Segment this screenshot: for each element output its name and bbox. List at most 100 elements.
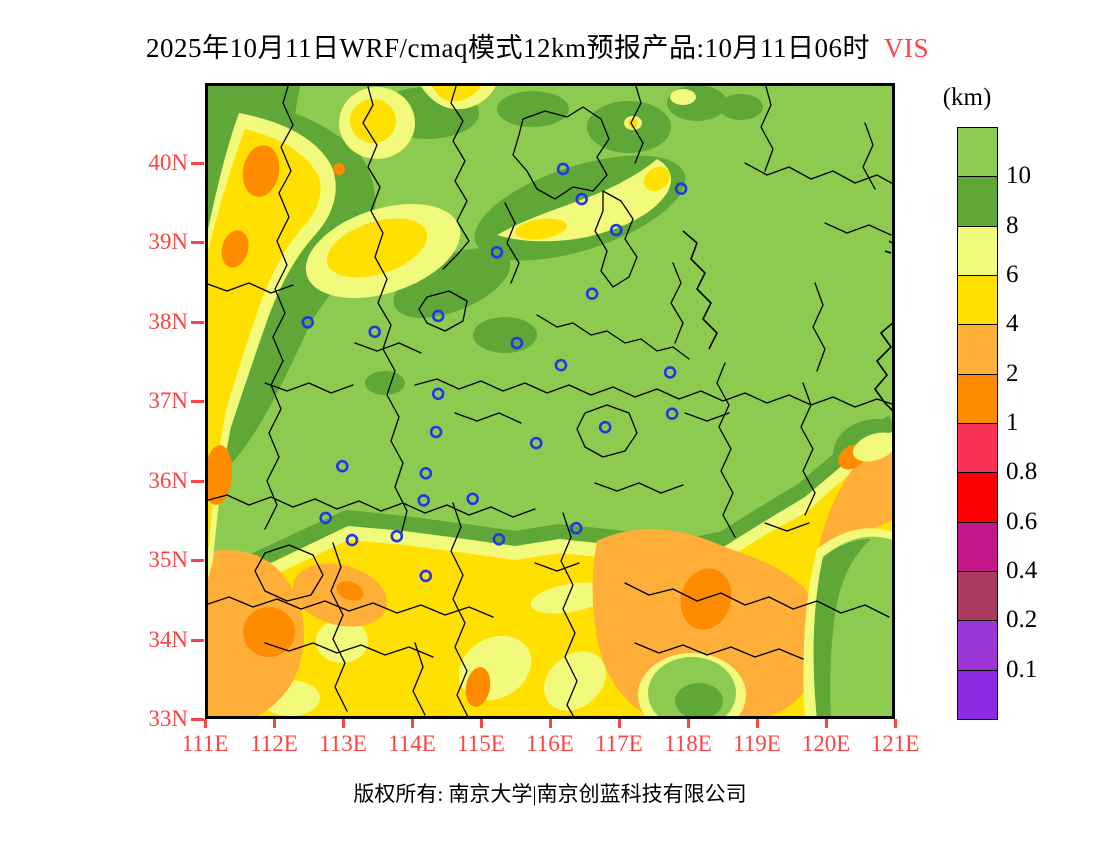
- city-marker: [575, 192, 589, 206]
- y-tick-label: 36N: [148, 467, 188, 493]
- x-tick-label: 118E: [664, 731, 712, 756]
- city-marker: [336, 459, 349, 473]
- legend-color-box: [957, 127, 998, 178]
- city-marker: [492, 532, 506, 546]
- city-marker: [431, 309, 445, 323]
- x-tick-mark: [480, 719, 483, 728]
- legend-color-box: [957, 423, 998, 474]
- x-tick-mark: [204, 719, 207, 728]
- y-tick-mark: [191, 638, 204, 642]
- legend-color-box: [957, 472, 998, 523]
- city-marker: [510, 336, 524, 350]
- city-marker: [368, 325, 381, 339]
- y-tick-label: 39N: [148, 229, 188, 254]
- variable-name: VIS: [883, 33, 929, 63]
- city-marker: [569, 521, 583, 535]
- legend-tick-label: 2: [1006, 359, 1019, 387]
- city-marker: [466, 492, 480, 506]
- city-marker: [556, 162, 570, 176]
- x-tick-label: 114E: [388, 731, 436, 756]
- map-border: [205, 83, 895, 719]
- visibility-fill-layer: [205, 83, 895, 719]
- y-tick-mark: [191, 400, 204, 403]
- x-tick-label: 119E: [733, 731, 781, 756]
- legend-color-box: [957, 176, 998, 227]
- y-tick-label: 40N: [148, 149, 188, 175]
- x-tick-mark: [756, 719, 759, 728]
- x-tick-label: 111E: [181, 731, 229, 756]
- city-marker: [417, 494, 430, 507]
- x-tick-mark: [411, 719, 414, 728]
- y-tick-mark: [191, 320, 204, 324]
- y-tick-label: 34N: [148, 626, 188, 652]
- y-tick-label: 38N: [148, 308, 188, 334]
- city-marker: [585, 287, 599, 300]
- legend-color-box: [957, 324, 998, 375]
- legend-tick-label: 0.1: [1006, 655, 1038, 683]
- y-tick-mark: [191, 161, 204, 165]
- visibility-map: [205, 83, 895, 719]
- admin-boundaries: [205, 83, 895, 719]
- x-tick-mark: [549, 719, 552, 728]
- x-tick-label: 116E: [526, 731, 574, 756]
- x-tick-mark: [273, 719, 276, 728]
- city-marker: [609, 223, 623, 237]
- legend-tick-label: 1: [1006, 409, 1019, 436]
- legend-tick-label: 0.6: [1006, 507, 1038, 535]
- x-tick-label: 115E: [457, 731, 505, 756]
- y-tick-label: 35N: [148, 547, 188, 572]
- legend-color-box: [957, 669, 998, 720]
- city-marker: [665, 407, 679, 421]
- y-tick-mark: [191, 241, 204, 244]
- legend-color-box: [957, 620, 998, 671]
- y-tick-mark: [191, 559, 204, 562]
- legend-color-box: [957, 373, 998, 424]
- x-tick-label: 113E: [319, 731, 367, 756]
- legend-tick-label: 0.4: [1006, 557, 1038, 584]
- legend-color-box: [957, 571, 998, 622]
- copyright-text: 版权所有: 南京大学|南京创蓝科技有限公司: [353, 782, 747, 806]
- city-marker: [490, 246, 504, 259]
- city-markers: [301, 162, 688, 583]
- legend-color-box: [957, 275, 998, 326]
- city-marker: [345, 533, 359, 547]
- city-marker: [429, 425, 443, 439]
- legend-tick-label: 4: [1006, 310, 1019, 338]
- city-marker: [663, 366, 677, 379]
- legend-tick-label: 0.2: [1006, 606, 1038, 634]
- y-tick-mark: [191, 718, 204, 721]
- y-tick-label: 33N: [148, 706, 188, 731]
- city-marker: [419, 466, 433, 480]
- city-marker: [674, 182, 688, 195]
- x-tick-mark: [342, 719, 345, 728]
- x-tick-mark: [894, 719, 897, 728]
- legend-tick-label: 8: [1006, 211, 1019, 239]
- x-tick-mark: [618, 719, 621, 728]
- legend-tick-label: 10: [1006, 162, 1031, 190]
- map-area: [205, 83, 895, 719]
- legend-tick-label: 0.8: [1006, 458, 1038, 486]
- legend-color-box: [957, 521, 998, 572]
- x-tick-mark: [825, 719, 828, 728]
- copyright-footer: 版权所有: 南京大学|南京创蓝科技有限公司: [0, 778, 1100, 808]
- x-tick-label: 121E: [870, 731, 920, 756]
- city-marker: [431, 387, 445, 401]
- y-tick-mark: [191, 479, 204, 483]
- x-tick-label: 117E: [595, 731, 643, 756]
- x-tick-mark: [687, 719, 690, 728]
- legend-tick-label: 6: [1006, 261, 1019, 288]
- legend-color-box: [957, 225, 998, 276]
- city-marker: [598, 420, 612, 434]
- y-tick-label: 37N: [148, 388, 188, 413]
- figure-title: 2025年10月11日WRF/cmaq模式12km预报产品:10月11日06时 V…: [0, 26, 1075, 65]
- legend-unit-label: (km): [942, 84, 992, 111]
- city-marker: [319, 511, 332, 525]
- city-marker: [301, 316, 315, 329]
- city-marker: [390, 529, 404, 543]
- city-marker: [419, 569, 433, 583]
- figure-title-text: 2025年10月11日WRF/cmaq模式12km预报产品:10月11日06时: [146, 33, 870, 63]
- city-marker: [554, 358, 568, 372]
- city-marker: [529, 436, 543, 450]
- x-tick-label: 112E: [250, 731, 298, 756]
